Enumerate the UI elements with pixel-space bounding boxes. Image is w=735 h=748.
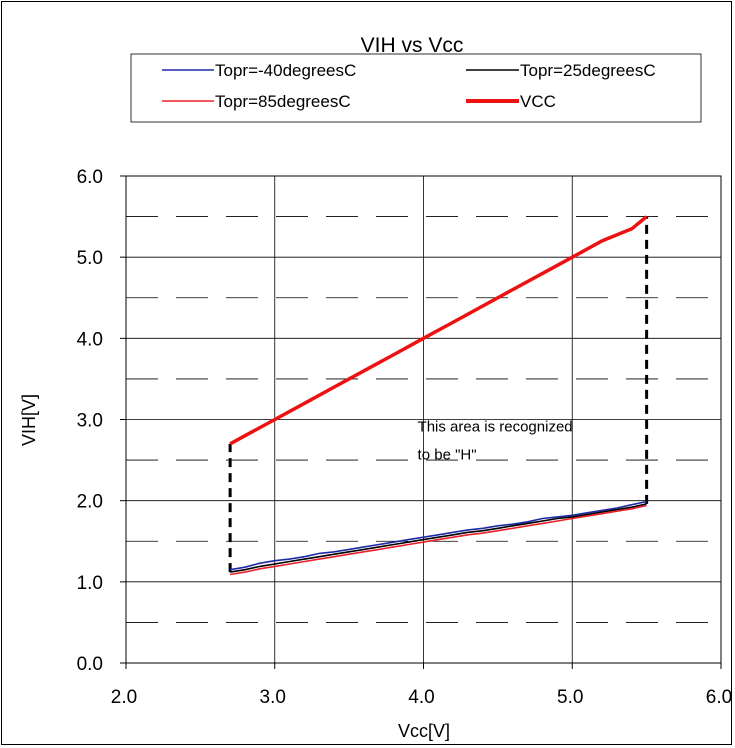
y-tick-label: 0.0 bbox=[77, 654, 103, 675]
y-tick-label: 1.0 bbox=[77, 573, 103, 594]
series-line-vcc bbox=[229, 215, 648, 446]
legend-label-topr-85: Topr=85degreesC bbox=[215, 92, 351, 111]
legend-box bbox=[130, 53, 702, 123]
series-line-topr-25 bbox=[229, 503, 647, 573]
series-line-topr-minus40 bbox=[229, 500, 647, 571]
plot-series bbox=[228, 215, 649, 576]
x-tick-label: 4.0 bbox=[408, 687, 434, 708]
y-tick-label: 5.0 bbox=[77, 248, 103, 269]
legend-label-topr-25: Topr=25degreesC bbox=[520, 61, 656, 80]
y-tick-label: 4.0 bbox=[77, 329, 103, 350]
annotation-line-1: This area is recognized bbox=[418, 419, 573, 436]
legend-label-topr-minus40: Topr=-40degreesC bbox=[215, 61, 356, 80]
y-tick-label: 3.0 bbox=[77, 411, 103, 432]
x-tick-label: 2.0 bbox=[111, 687, 137, 708]
series-line-topr-85 bbox=[229, 504, 647, 576]
x-tick-label: 6.0 bbox=[706, 687, 732, 708]
x-axis-label: Vcc[V] bbox=[398, 721, 450, 741]
y-axis-label: VIH[V] bbox=[19, 394, 39, 446]
legend-label-vcc: VCC bbox=[520, 92, 556, 111]
chart-title: VIH vs Vcc bbox=[361, 34, 464, 57]
y-tick-label: 2.0 bbox=[77, 492, 103, 513]
annotation-line-2: to be "H" bbox=[418, 447, 477, 464]
y-tick-label: 6.0 bbox=[77, 167, 103, 188]
plot-ticks: 0.0 1.0 2.0 3.0 4.0 5.0 6.0 2.0 3.0 4.0 5.0 6.0 bbox=[77, 167, 733, 708]
x-tick-label: 5.0 bbox=[557, 687, 583, 708]
x-tick-label: 3.0 bbox=[260, 687, 286, 708]
